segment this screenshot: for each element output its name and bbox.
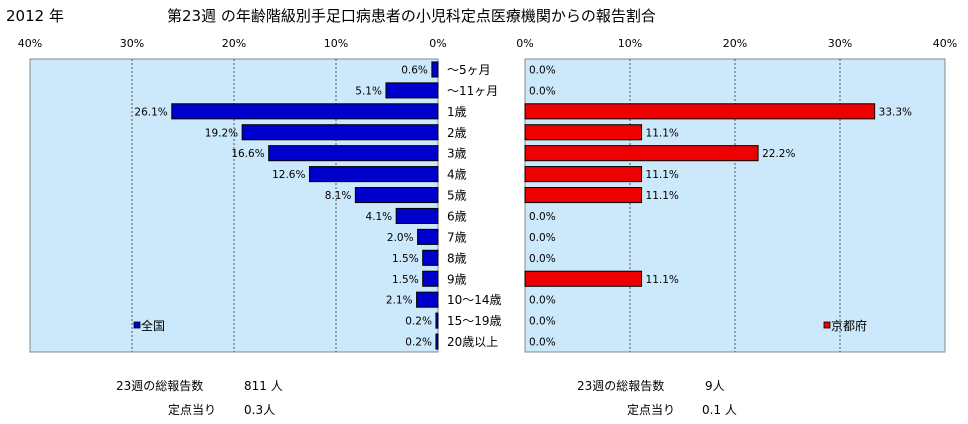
kyoto-bar xyxy=(524,187,643,204)
national-tick-label: 10% xyxy=(324,37,348,50)
national-data-label: 0.2% xyxy=(405,316,432,328)
national-bar xyxy=(241,124,439,141)
national-bar xyxy=(171,103,439,120)
national-bar xyxy=(416,291,439,308)
age-category-label: 4歳 xyxy=(447,168,467,182)
year-label: 2012 年 xyxy=(6,7,64,25)
kyoto-data-label: 0.0% xyxy=(529,85,556,97)
national-bar xyxy=(395,207,439,224)
age-category-label: 20歳以上 xyxy=(447,335,498,349)
age-category-label: 5歳 xyxy=(447,189,467,203)
kyoto-data-label: 22.2% xyxy=(762,148,795,160)
national-bar xyxy=(385,82,439,99)
national-bar xyxy=(422,270,439,287)
age-category-label: 1歳 xyxy=(447,105,467,119)
national-bar xyxy=(435,312,439,329)
kyoto-legend-swatch xyxy=(823,321,831,329)
national-data-label: 16.6% xyxy=(231,148,264,160)
national-data-label: 1.5% xyxy=(392,253,419,265)
national-total-label: 23週の総報告数 xyxy=(116,379,204,393)
age-category-label: ～11ヶ月 xyxy=(447,84,498,98)
age-category-label: 7歳 xyxy=(447,230,467,244)
national-tick-label: 30% xyxy=(120,37,144,50)
national-data-label: 2.1% xyxy=(386,295,413,307)
national-tick-label: 20% xyxy=(222,37,246,50)
kyoto-data-label: 33.3% xyxy=(879,106,912,118)
age-category-label: 2歳 xyxy=(447,126,467,140)
kyoto-bar xyxy=(524,124,643,141)
kyoto-bar xyxy=(524,103,876,120)
national-bar xyxy=(435,333,439,350)
age-category-label: 3歳 xyxy=(447,147,467,161)
national-data-label: 19.2% xyxy=(205,127,238,139)
kyoto-bar xyxy=(524,166,643,183)
kyoto-per-value: 0.1 人 xyxy=(702,403,737,417)
national-tick-label: 0% xyxy=(429,37,446,50)
kyoto-data-label: 0.0% xyxy=(529,253,556,265)
kyoto-data-label: 0.0% xyxy=(529,211,556,223)
national-data-label: 0.2% xyxy=(405,337,432,349)
kyoto-tick-label: 20% xyxy=(723,37,747,50)
national-bar xyxy=(354,187,439,204)
national-total-value: 811 人 xyxy=(244,379,283,393)
age-category-label: 8歳 xyxy=(447,251,467,265)
kyoto-data-label: 11.1% xyxy=(646,274,679,286)
kyoto-data-label: 0.0% xyxy=(529,64,556,76)
kyoto-tick-label: 40% xyxy=(933,37,957,50)
national-data-label: 2.0% xyxy=(387,232,414,244)
national-legend-swatch xyxy=(133,321,141,329)
kyoto-tick-label: 0% xyxy=(516,37,533,50)
kyoto-total-label: 23週の総報告数 xyxy=(577,379,665,393)
kyoto-data-label: 0.0% xyxy=(529,337,556,349)
chart-title: 第23週 の年齢階級別手足口病患者の小児科定点医療機関からの報告割合 xyxy=(167,7,656,25)
national-per-value: 0.3人 xyxy=(244,403,276,417)
national-data-label: 4.1% xyxy=(365,211,392,223)
kyoto-data-label: 11.1% xyxy=(646,169,679,181)
kyoto-total-value: 9人 xyxy=(705,379,725,393)
kyoto-data-label: 11.1% xyxy=(646,190,679,202)
kyoto-bar xyxy=(524,270,643,287)
national-data-label: 0.6% xyxy=(401,64,428,76)
national-data-label: 26.1% xyxy=(134,106,167,118)
national-bar xyxy=(422,249,439,266)
age-category-label: ～5ヶ月 xyxy=(447,63,491,77)
national-per-label: 定点当り xyxy=(168,403,217,417)
kyoto-legend-label: 京都府 xyxy=(831,318,867,333)
age-category-label: 6歳 xyxy=(447,209,467,223)
national-data-label: 1.5% xyxy=(392,274,419,286)
kyoto-data-label: 0.0% xyxy=(529,232,556,244)
kyoto-per-label: 定点当り xyxy=(627,403,676,417)
national-legend-label: 全国 xyxy=(141,318,165,333)
national-data-label: 5.1% xyxy=(355,85,382,97)
national-bar xyxy=(308,166,439,183)
kyoto-tick-label: 30% xyxy=(828,37,852,50)
national-bar xyxy=(417,228,439,245)
kyoto-bar xyxy=(524,145,759,162)
kyoto-data-label: 0.0% xyxy=(529,295,556,307)
kyoto-data-label: 0.0% xyxy=(529,316,556,328)
national-data-label: 12.6% xyxy=(272,169,305,181)
national-bar xyxy=(431,61,439,78)
national-data-label: 8.1% xyxy=(325,190,352,202)
national-bar xyxy=(268,145,439,162)
age-category-label: 15～19歳 xyxy=(447,314,502,328)
age-category-label: 9歳 xyxy=(447,272,467,286)
national-tick-label: 40% xyxy=(18,37,42,50)
kyoto-tick-label: 10% xyxy=(618,37,642,50)
kyoto-data-label: 11.1% xyxy=(646,127,679,139)
age-category-label: 10～14歳 xyxy=(447,293,502,307)
